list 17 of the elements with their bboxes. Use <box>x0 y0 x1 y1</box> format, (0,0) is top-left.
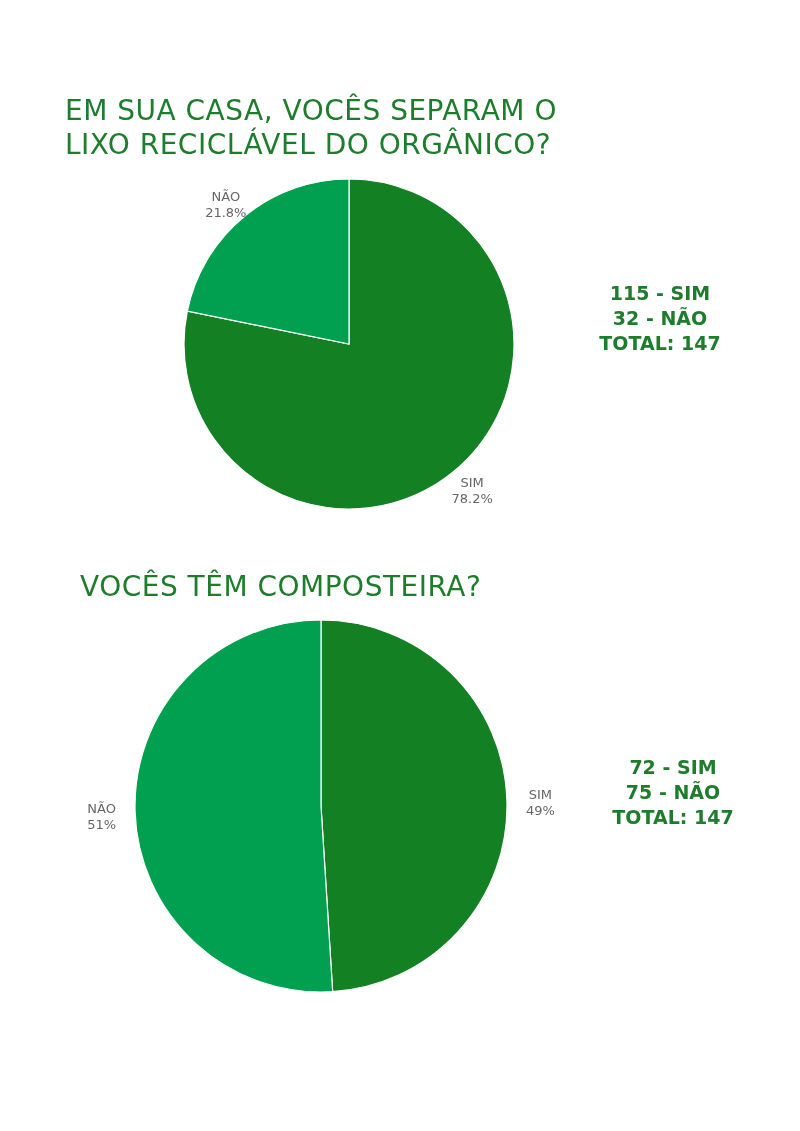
slice-label: SIM <box>528 787 553 803</box>
slice-label: NÃO <box>87 800 116 816</box>
chart-title: VOCÊS TÊM COMPOSTEIRA? <box>80 569 482 603</box>
text: 115 - SIM <box>609 282 711 304</box>
data-label: 51% <box>87 816 117 832</box>
chart-title: EM SUA CASA, VOCÊS SEPARAM O LIXO RECICLÁVEL DO ORGÂNICO? <box>65 93 557 161</box>
data-label: 49% <box>525 803 555 819</box>
pie-slice <box>183 178 515 510</box>
data-label: 21.8% <box>205 204 247 220</box>
text: 75 - NÃO <box>625 780 721 803</box>
data-label: 78.2% <box>451 491 493 507</box>
text: 32 - NÃO <box>612 306 708 329</box>
text: TOTAL: 147 <box>599 332 721 354</box>
slice-label: NÃO <box>211 188 241 204</box>
text: TOTAL: 147 <box>612 806 734 828</box>
text: 72 - SIM <box>629 756 717 778</box>
slice-label: SIM <box>460 475 484 491</box>
